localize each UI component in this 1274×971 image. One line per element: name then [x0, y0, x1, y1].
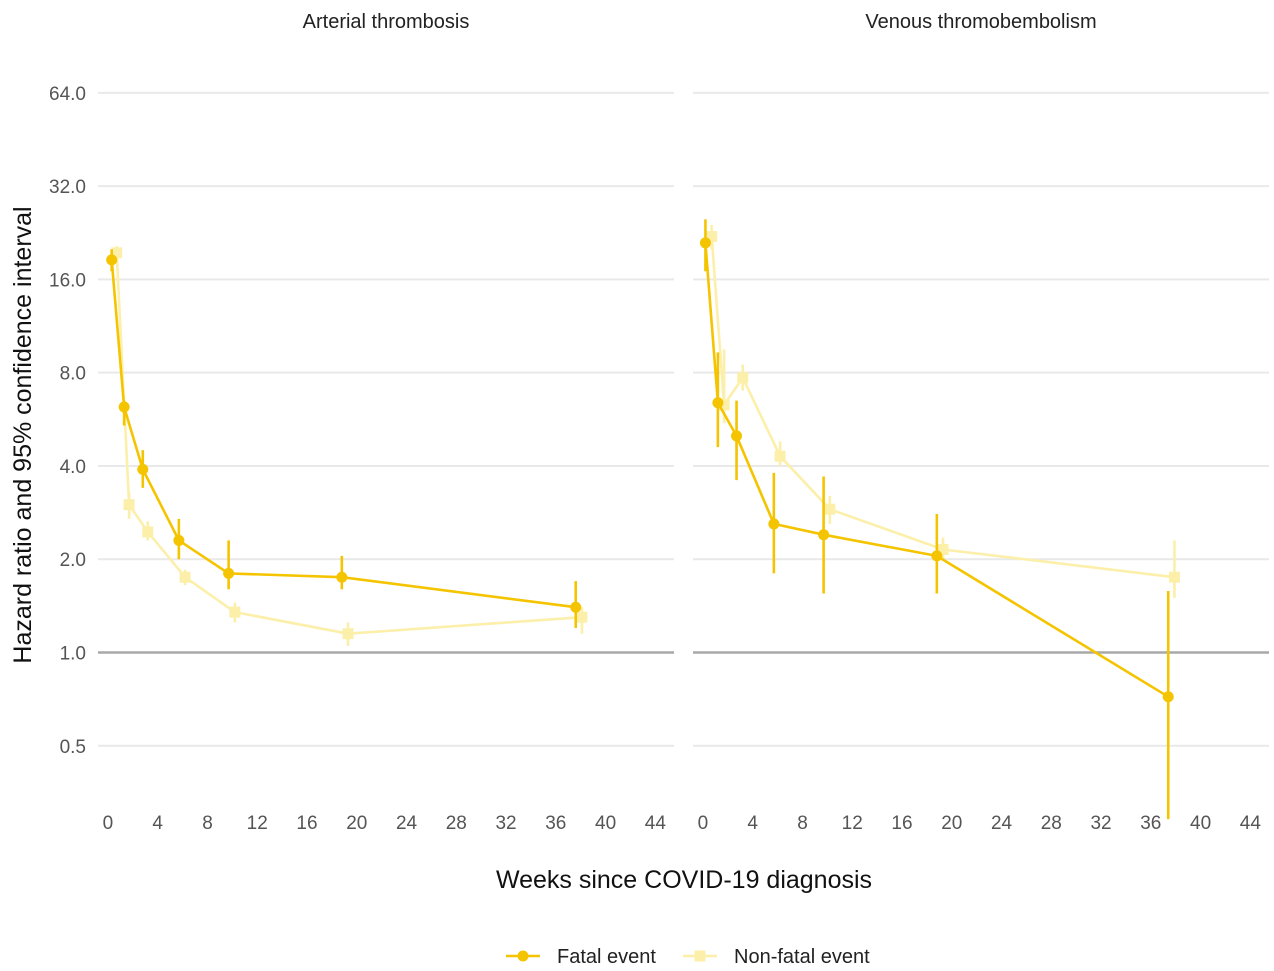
point-nonfatal — [229, 606, 241, 618]
legend-key-nonfatal — [683, 950, 717, 962]
y-tick-label: 32.0 — [49, 177, 86, 198]
point-fatal — [137, 463, 149, 475]
point-fatal — [1162, 691, 1174, 703]
x-tick-label: 16 — [891, 813, 912, 834]
point-nonfatal — [342, 628, 354, 640]
point-nonfatal — [937, 544, 949, 556]
series-nonfatal-arterial — [111, 246, 588, 646]
x-axis-title: Weeks since COVID-19 diagnosis — [496, 866, 872, 894]
x-tick-labels-arterial: 0 4 8 12 16 20 24 28 32 36 40 44 — [103, 813, 667, 834]
x-tick-labels-venous: 0 4 8 12 16 20 24 28 32 36 40 44 — [698, 813, 1262, 834]
legend-label-fatal: Fatal event — [557, 946, 656, 968]
point-fatal — [336, 571, 348, 583]
point-nonfatal — [142, 526, 154, 538]
point-nonfatal — [111, 247, 123, 259]
point-fatal — [768, 518, 780, 530]
x-tick-label: 0 — [103, 813, 114, 834]
x-tick-label: 8 — [797, 813, 808, 834]
y-tick-label: 64.0 — [49, 84, 86, 105]
gridlines-venous — [693, 91, 1269, 747]
point-fatal — [731, 430, 743, 442]
x-tick-label: 8 — [202, 813, 213, 834]
point-fatal — [106, 254, 118, 266]
x-tick-label: 36 — [1140, 813, 1161, 834]
x-tick-label: 28 — [1041, 813, 1062, 834]
point-fatal — [699, 237, 711, 249]
panel-title-venous-thromboembolism: Venous thromobembolism — [865, 11, 1096, 33]
legend: Fatal event Non-fatal event — [506, 946, 870, 968]
series-fatal-venous — [699, 219, 1174, 820]
x-tick-label: 12 — [247, 813, 268, 834]
gridlines-arterial — [98, 91, 674, 747]
x-tick-label: 44 — [1240, 813, 1262, 834]
y-axis-title: Hazard ratio and 95% confidence interval — [9, 206, 37, 663]
x-tick-label: 4 — [152, 813, 163, 834]
x-tick-label: 28 — [446, 813, 467, 834]
y-tick-label: 1.0 — [60, 644, 86, 665]
x-tick-label: 16 — [296, 813, 317, 834]
point-nonfatal — [718, 399, 730, 411]
point-nonfatal — [737, 372, 749, 384]
y-tick-label: 4.0 — [60, 457, 86, 478]
point-fatal — [818, 529, 830, 541]
point-fatal — [712, 397, 724, 409]
x-tick-label: 24 — [991, 813, 1013, 834]
panel-venous-thromboembolism: Venous thromobembolism 0 4 8 12 16 20 24 28 32 36… — [693, 11, 1269, 834]
y-tick-label: 0.5 — [60, 737, 86, 758]
legend-marker — [694, 950, 706, 962]
point-nonfatal — [576, 611, 588, 623]
x-tick-label: 20 — [346, 813, 367, 834]
point-fatal — [118, 401, 130, 413]
x-tick-label: 20 — [941, 813, 962, 834]
x-tick-label: 0 — [698, 813, 709, 834]
x-tick-label: 12 — [842, 813, 863, 834]
x-tick-label: 44 — [645, 813, 667, 834]
panel-arterial-thrombosis: Arterial thrombosis 0 4 8 12 16 20 24 28 32 36 40 4… — [98, 11, 674, 834]
x-tick-label: 40 — [595, 813, 616, 834]
series-line-fatal — [704, 242, 1169, 698]
y-tick-label: 16.0 — [49, 270, 86, 291]
x-tick-label: 36 — [545, 813, 566, 834]
series-fatal-arterial — [106, 249, 582, 628]
point-nonfatal — [824, 503, 836, 515]
legend-label-nonfatal: Non-fatal event — [734, 946, 870, 968]
point-fatal — [931, 550, 943, 562]
x-tick-label: 32 — [495, 813, 516, 834]
x-tick-label: 4 — [747, 813, 758, 834]
x-tick-label: 40 — [1190, 813, 1211, 834]
point-fatal — [223, 567, 235, 579]
series-nonfatal-venous — [706, 224, 1180, 598]
series-line-fatal — [110, 259, 576, 609]
point-nonfatal — [774, 450, 786, 462]
point-fatal — [570, 601, 582, 613]
legend-marker — [517, 950, 529, 962]
point-nonfatal — [179, 571, 191, 583]
x-tick-label: 24 — [396, 813, 418, 834]
x-tick-label: 32 — [1090, 813, 1111, 834]
y-tick-label: 8.0 — [60, 364, 86, 385]
legend-key-fatal — [506, 950, 540, 962]
point-nonfatal — [1168, 571, 1180, 583]
point-nonfatal — [123, 499, 135, 511]
point-fatal — [173, 534, 185, 546]
y-tick-label: 2.0 — [60, 550, 86, 571]
y-tick-labels: 0.5 1.0 2.0 4.0 8.0 16.0 32.0 64.0 — [49, 84, 86, 758]
point-nonfatal — [706, 231, 718, 243]
panel-title-arterial-thrombosis: Arterial thrombosis — [303, 11, 470, 33]
